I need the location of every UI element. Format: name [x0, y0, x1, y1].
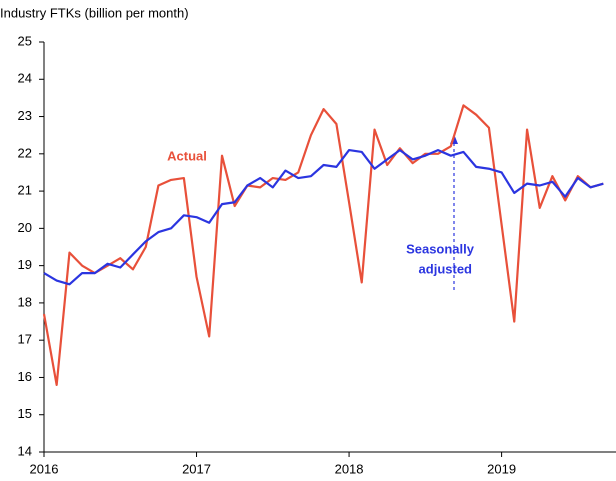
x-tick-label: 2016 [30, 461, 59, 476]
series-label: adjusted [419, 261, 473, 276]
series-line [43, 148, 604, 286]
x-tick-label: 2019 [487, 461, 516, 476]
y-tick-label: 14 [18, 443, 32, 458]
y-tick-label: 18 [18, 294, 32, 309]
series-label: Seasonally [406, 241, 475, 256]
y-tick-label: 24 [18, 71, 32, 86]
series-line [42, 104, 604, 387]
y-tick-label: 19 [18, 257, 32, 272]
y-tick-label: 25 [18, 33, 32, 48]
y-tick-label: 21 [18, 183, 32, 198]
y-tick-label: 15 [18, 406, 32, 421]
y-tick-label: 16 [18, 369, 32, 384]
y-tick-label: 17 [18, 332, 32, 347]
y-tick-label: 23 [18, 108, 32, 123]
x-tick-label: 2018 [335, 461, 364, 476]
y-tick-label: 20 [18, 220, 32, 235]
x-tick-label: 2017 [182, 461, 211, 476]
y-tick-label: 22 [18, 145, 32, 160]
chart-title: Industry FTKs (billion per month) [0, 5, 189, 20]
series-label: Actual [167, 148, 207, 163]
